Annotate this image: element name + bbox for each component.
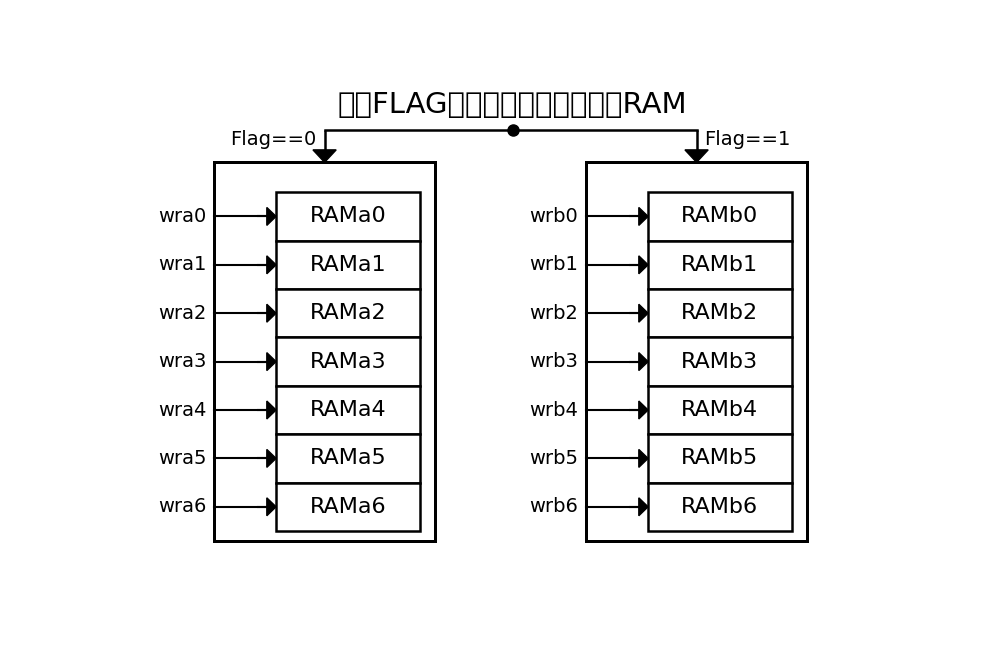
Polygon shape [267,353,276,371]
Polygon shape [639,450,648,467]
Text: RAMa6: RAMa6 [310,497,386,517]
Text: RAMa4: RAMa4 [310,400,386,420]
Polygon shape [639,208,648,225]
Bar [276,483,420,531]
Bar [648,434,792,483]
Text: wrb5: wrb5 [529,449,578,468]
Text: RAMb1: RAMb1 [681,255,758,275]
Polygon shape [267,498,276,516]
Text: RAMb2: RAMb2 [681,303,758,324]
Bar [648,192,792,241]
Polygon shape [639,498,648,516]
Polygon shape [685,150,708,162]
Text: RAMa2: RAMa2 [310,303,386,324]
Text: wra2: wra2 [158,303,206,323]
Bar [214,162,435,541]
Polygon shape [267,208,276,225]
Text: wrb1: wrb1 [530,256,578,274]
Text: RAMb0: RAMb0 [681,206,758,226]
Text: wra1: wra1 [158,256,206,274]
Text: wrb6: wrb6 [530,498,578,516]
Polygon shape [639,256,648,274]
Text: wrb0: wrb0 [530,207,578,226]
Text: Flag==1: Flag==1 [704,131,791,149]
Bar [648,386,792,434]
Text: wrb3: wrb3 [530,352,578,371]
Text: RAMa0: RAMa0 [309,206,386,226]
Bar [276,434,420,483]
Text: Flag==0: Flag==0 [231,131,317,149]
Bar [276,338,420,386]
Text: wrb4: wrb4 [530,400,578,419]
Text: wra6: wra6 [158,498,206,516]
Bar [276,386,420,434]
Text: RAMb6: RAMb6 [681,497,758,517]
Text: wra5: wra5 [158,449,206,468]
Polygon shape [639,401,648,419]
Bar [276,192,420,241]
Text: RAMb4: RAMb4 [681,400,758,420]
Text: RAMb3: RAMb3 [681,351,758,371]
Polygon shape [639,353,648,371]
Text: RAMa5: RAMa5 [309,448,386,468]
Text: RAMb5: RAMb5 [681,448,758,468]
Bar [648,338,792,386]
Bar [648,241,792,289]
Polygon shape [313,150,336,162]
Bar [276,289,420,338]
Polygon shape [267,304,276,322]
Polygon shape [267,256,276,274]
Text: wra3: wra3 [158,352,206,371]
Bar [586,162,807,541]
Text: wra4: wra4 [158,400,206,419]
Bar [648,289,792,338]
Polygon shape [267,401,276,419]
Bar [276,241,420,289]
Text: wra0: wra0 [158,207,206,226]
Bar [648,483,792,531]
Polygon shape [267,450,276,467]
Text: 根据FLAG将待译码信息写入对应RAM: 根据FLAG将待译码信息写入对应RAM [338,91,687,119]
Polygon shape [639,304,648,322]
Text: RAMa3: RAMa3 [310,351,386,371]
Text: RAMa1: RAMa1 [310,255,386,275]
Text: wrb2: wrb2 [530,303,578,323]
